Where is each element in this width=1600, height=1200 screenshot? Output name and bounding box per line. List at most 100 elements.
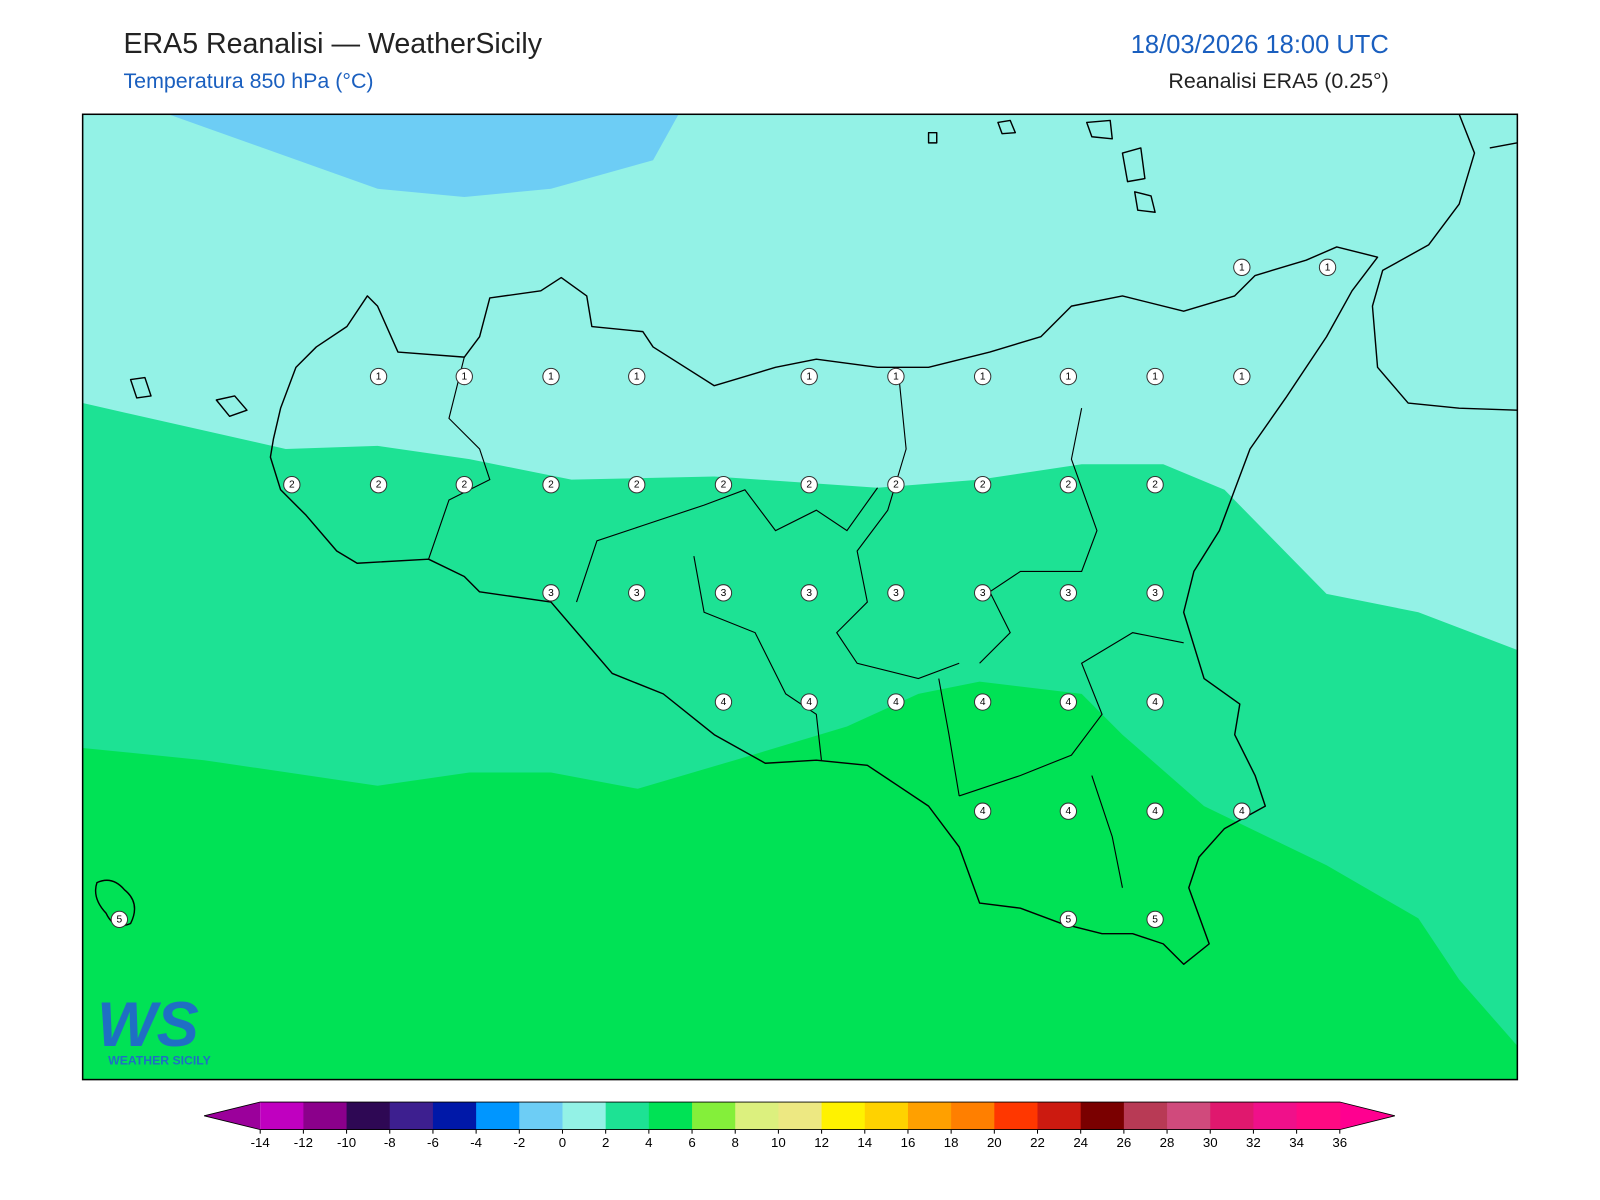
- source: Reanalisi ERA5 (0.25°): [1168, 69, 1388, 93]
- station-marker: [369, 476, 388, 494]
- colorbar-box: [519, 1102, 563, 1130]
- station-marker: [542, 367, 560, 386]
- station-marker: [1233, 802, 1251, 820]
- station-value: 2: [1152, 480, 1158, 491]
- station-marker: [542, 584, 560, 602]
- station-marker: [1146, 584, 1164, 602]
- map-frame: [81, 113, 1519, 1081]
- station-value: 3: [980, 588, 986, 599]
- station-value: 4: [1066, 806, 1072, 817]
- colorbar-label: 26: [1117, 1135, 1132, 1150]
- colorbar-label: 6: [688, 1135, 695, 1150]
- colorbar-label: 22: [1030, 1135, 1045, 1150]
- station-marker: [1059, 584, 1078, 602]
- station-marker: [973, 367, 992, 386]
- station-marker: [973, 802, 992, 820]
- station-value: 2: [980, 480, 986, 491]
- station-marker: [455, 367, 473, 386]
- station-value: 3: [548, 588, 554, 599]
- logo-text: WEATHER SICILY: [108, 1053, 211, 1067]
- colorbar-under: [204, 1102, 261, 1130]
- logo-mark: WS: [97, 990, 199, 1060]
- colorbar-label: 32: [1246, 1135, 1261, 1150]
- colorbar-label: -14: [251, 1135, 270, 1150]
- station-marker: [973, 693, 992, 711]
- colorbar-label: 10: [771, 1135, 786, 1150]
- colorbar-label: -4: [470, 1135, 482, 1150]
- station-value: 1: [806, 372, 812, 383]
- colorbar-label: 12: [814, 1135, 829, 1150]
- station-value: 2: [1066, 480, 1072, 491]
- station-marker: [1059, 367, 1078, 386]
- station-value: 2: [461, 480, 467, 491]
- station-value: 4: [980, 806, 986, 817]
- station-value: 2: [376, 480, 382, 491]
- colorbar-label: -12: [294, 1135, 313, 1150]
- station-marker: [283, 476, 301, 494]
- station-value: 4: [806, 697, 812, 708]
- station-value: 3: [634, 588, 640, 599]
- station-marker: [714, 476, 733, 494]
- station-marker: [110, 910, 129, 929]
- station-value: 1: [461, 372, 467, 383]
- colorbar-label: 18: [944, 1135, 959, 1150]
- logo: WS WEATHER SICILY: [97, 990, 211, 1067]
- station-marker: [800, 584, 818, 602]
- station-value: 4: [1066, 697, 1072, 708]
- colorbar-label: -8: [384, 1135, 396, 1150]
- colorbar-box: [648, 1102, 693, 1130]
- station-value: 1: [1239, 262, 1245, 273]
- station-value: 4: [980, 697, 986, 708]
- station-value: 1: [980, 372, 986, 383]
- subtitle: Temperatura 850 hPa (°C): [123, 69, 373, 93]
- station-value: 1: [1239, 372, 1245, 383]
- station-value: 4: [721, 697, 727, 708]
- coastline: [1371, 114, 1518, 411]
- station-value: 1: [376, 372, 382, 383]
- station-marker: [1146, 910, 1164, 929]
- colorbar-label: 4: [645, 1135, 652, 1150]
- station-marker: [887, 367, 905, 386]
- colorbar-box: [1080, 1102, 1125, 1130]
- station-marker: [1146, 693, 1164, 711]
- colorbar-box: [1253, 1102, 1298, 1130]
- station-marker: [1146, 367, 1164, 386]
- station-marker: [800, 476, 818, 494]
- colorbar-label: 30: [1203, 1135, 1218, 1150]
- colorbar-box: [303, 1102, 348, 1130]
- station-marker: [1318, 258, 1337, 277]
- station-marker: [1233, 258, 1251, 277]
- colorbar-label: 8: [732, 1135, 739, 1150]
- colorbar-label: -10: [337, 1135, 356, 1150]
- station-value: 4: [893, 697, 899, 708]
- colorbar-over: [1339, 1102, 1395, 1130]
- station-value: 2: [289, 480, 295, 491]
- station-marker: [714, 584, 733, 602]
- colorbar-box: [692, 1102, 736, 1130]
- datetime: 18/03/2026 18:00 UTC: [1131, 31, 1389, 59]
- colorbar-label: -2: [513, 1135, 525, 1150]
- colorbar-box: [735, 1102, 779, 1130]
- station-marker: [887, 693, 905, 711]
- colorbar-label: 16: [901, 1135, 916, 1150]
- colorbar-label: 34: [1289, 1135, 1304, 1150]
- colorbar-box: [821, 1102, 866, 1130]
- colorbar-label: -6: [427, 1135, 439, 1150]
- station-value: 5: [1066, 914, 1072, 925]
- colorbar-box: [389, 1102, 434, 1130]
- station-value: 4: [1152, 806, 1158, 817]
- colorbar-box: [432, 1102, 477, 1130]
- map: [82, 114, 1518, 1080]
- station-value: 3: [893, 588, 899, 599]
- station-marker: [628, 476, 646, 494]
- station-value: 3: [806, 588, 812, 599]
- station-value: 2: [893, 480, 899, 491]
- station-value: 2: [721, 480, 727, 491]
- station-value: 1: [893, 372, 899, 383]
- colorbar-box: [346, 1102, 391, 1130]
- station-value: 2: [806, 480, 812, 491]
- province-border: [428, 357, 1184, 888]
- station-value: 4: [1239, 806, 1245, 817]
- station-marker: [455, 476, 473, 494]
